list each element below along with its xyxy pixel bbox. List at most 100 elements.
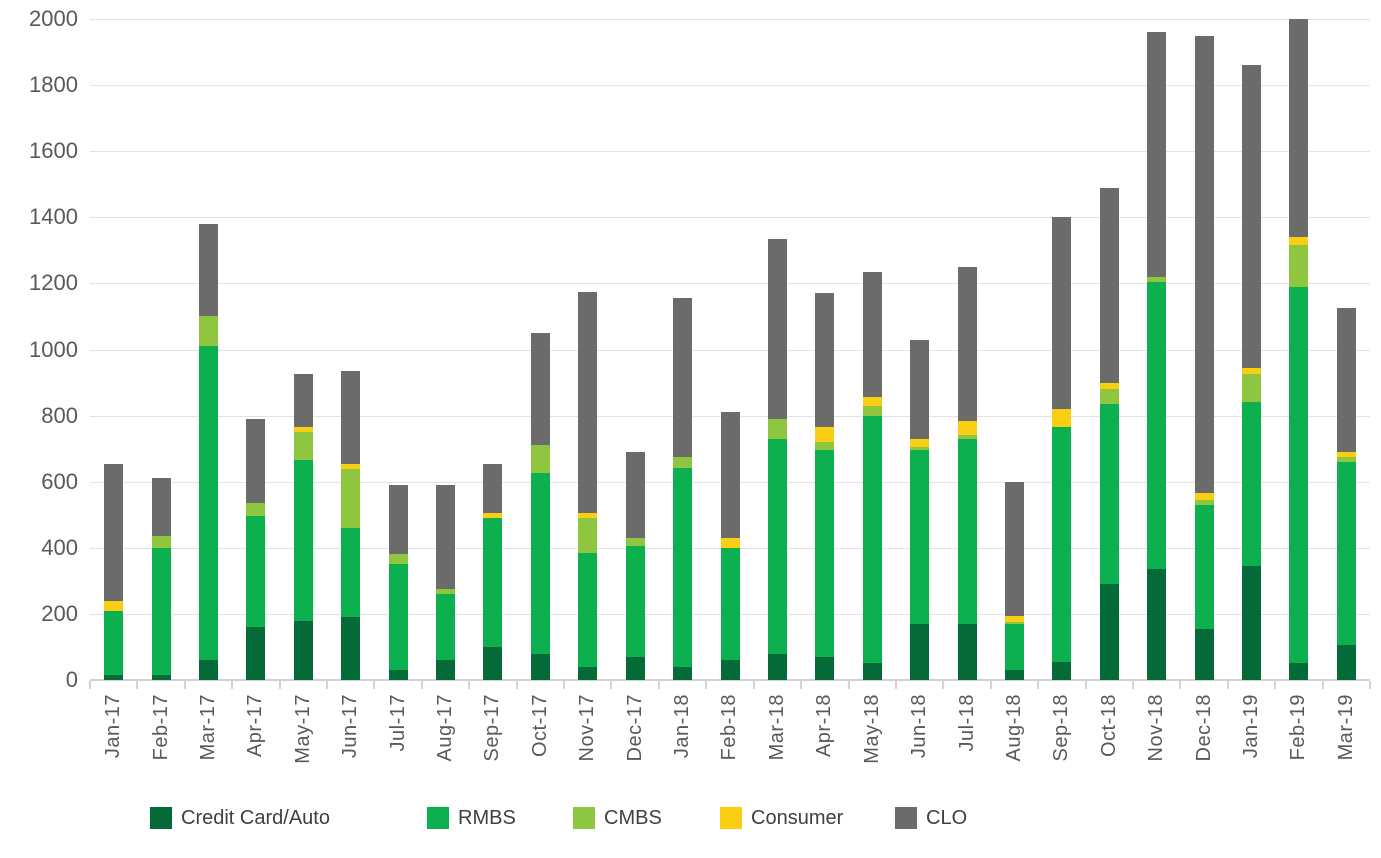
x-label-slot-Sep-17: Sep-17 xyxy=(469,694,516,799)
gridline-1000 xyxy=(90,349,1370,351)
x-tick-label-Feb-17: Feb-17 xyxy=(149,694,172,761)
segment-credit-card-auto-Dec-18 xyxy=(1194,628,1214,680)
x-label-slot-Jun-17: Jun-17 xyxy=(327,694,374,799)
segment-cmbs-Aug-17 xyxy=(436,589,456,595)
x-tick-label-Aug-17: Aug-17 xyxy=(434,694,457,762)
x-label-slot-Nov-17: Nov-17 xyxy=(564,694,611,799)
segment-credit-card-auto-Apr-17 xyxy=(246,627,266,680)
x-tick-label-Mar-17: Mar-17 xyxy=(197,694,220,761)
segment-cmbs-May-18 xyxy=(862,405,882,416)
segment-cmbs-Dec-17 xyxy=(625,537,645,547)
segment-clo-Feb-18 xyxy=(720,412,740,538)
segment-clo-Mar-19 xyxy=(1336,308,1356,452)
segment-rmbs-Feb-17 xyxy=(151,547,171,676)
x-label-slot-Oct-17: Oct-17 xyxy=(517,694,564,799)
x-tick-label-Jul-18: Jul-18 xyxy=(955,694,978,752)
segment-cmbs-Feb-17 xyxy=(151,536,171,548)
segment-credit-card-auto-Apr-18 xyxy=(815,656,835,680)
segment-cmbs-Oct-18 xyxy=(1099,389,1119,405)
x-tick xyxy=(136,681,139,689)
x-tick-label-Feb-18: Feb-18 xyxy=(718,694,741,761)
segment-consumer-Jul-18 xyxy=(957,420,977,436)
x-label-slot-Mar-19: Mar-19 xyxy=(1323,694,1370,799)
segment-clo-Dec-18 xyxy=(1194,35,1214,494)
gridline-1200 xyxy=(90,283,1370,285)
bar-Jan-18 xyxy=(673,298,693,680)
segment-consumer-Apr-18 xyxy=(815,427,835,443)
x-tick-label-Feb-19: Feb-19 xyxy=(1287,694,1310,761)
segment-cmbs-Jun-17 xyxy=(341,468,361,528)
y-tick-label-1400: 1400 xyxy=(29,204,78,230)
segment-clo-Mar-18 xyxy=(767,238,787,419)
x-tick-label-Jun-17: Jun-17 xyxy=(339,694,362,759)
segment-credit-card-auto-Oct-18 xyxy=(1099,584,1119,680)
segment-clo-Apr-17 xyxy=(246,418,266,504)
x-tick-label-Jan-17: Jan-17 xyxy=(102,694,125,759)
segment-rmbs-Aug-18 xyxy=(1004,623,1024,671)
y-tick-label-0: 0 xyxy=(65,667,78,692)
segment-rmbs-Oct-17 xyxy=(530,473,550,654)
bar-Mar-18 xyxy=(767,238,787,680)
x-label-slot-Jan-19: Jan-19 xyxy=(1228,694,1275,799)
bar-Jun-18 xyxy=(910,339,930,680)
x-label-slot-Sep-18: Sep-18 xyxy=(1038,694,1085,799)
x-tick-label-May-17: May-17 xyxy=(291,694,314,764)
segment-consumer-Mar-19 xyxy=(1336,451,1356,457)
x-tick-label-Mar-18: Mar-18 xyxy=(765,694,788,761)
x-label-slot-Mar-17: Mar-17 xyxy=(185,694,232,799)
x-label-slot-Aug-17: Aug-17 xyxy=(422,694,469,799)
segment-cmbs-Nov-18 xyxy=(1147,276,1167,282)
plot-area xyxy=(90,19,1370,680)
x-axis-line xyxy=(90,679,1370,681)
bar-Oct-18 xyxy=(1099,187,1119,680)
segment-credit-card-auto-Feb-17 xyxy=(151,675,171,680)
x-label-slot-Jan-17: Jan-17 xyxy=(90,694,137,799)
segment-clo-May-18 xyxy=(862,271,882,398)
segment-cmbs-Jan-18 xyxy=(673,456,693,469)
bar-Feb-18 xyxy=(720,412,740,680)
x-label-slot-Mar-18: Mar-18 xyxy=(754,694,801,799)
x-tick-label-Jun-18: Jun-18 xyxy=(908,694,931,759)
segment-rmbs-Mar-17 xyxy=(199,346,219,661)
segment-credit-card-auto-May-18 xyxy=(862,663,882,680)
segment-clo-Nov-18 xyxy=(1147,32,1167,277)
segment-credit-card-auto-Mar-17 xyxy=(199,660,219,680)
segment-rmbs-Aug-17 xyxy=(436,594,456,661)
legend-swatch-icon xyxy=(150,807,172,829)
bar-Sep-18 xyxy=(1052,217,1072,680)
legend-item-credit-card-auto: Credit Card/Auto xyxy=(150,805,330,831)
x-tick xyxy=(894,681,897,689)
legend-item-clo: CLO xyxy=(895,805,967,831)
bar-May-17 xyxy=(293,374,313,680)
segment-consumer-Jun-17 xyxy=(341,463,361,469)
segment-rmbs-Sep-18 xyxy=(1052,427,1072,662)
x-tick xyxy=(278,681,281,689)
segment-cmbs-Apr-18 xyxy=(815,442,835,451)
segment-credit-card-auto-Dec-17 xyxy=(625,656,645,680)
segment-cmbs-Aug-18 xyxy=(1004,622,1024,624)
x-label-slot-Jun-18: Jun-18 xyxy=(896,694,943,799)
x-tick-label-Nov-17: Nov-17 xyxy=(576,694,599,762)
segment-clo-Feb-19 xyxy=(1289,19,1309,238)
y-tick-label-1200: 1200 xyxy=(29,270,78,296)
legend: Credit Card/Auto RMBS CMBS Consumer CLO xyxy=(0,805,1381,835)
segment-consumer-Oct-18 xyxy=(1099,382,1119,390)
segment-rmbs-Apr-18 xyxy=(815,450,835,657)
bar-Nov-17 xyxy=(578,291,598,680)
segment-clo-Jul-17 xyxy=(388,485,408,555)
segment-credit-card-auto-Aug-17 xyxy=(436,660,456,680)
segment-rmbs-Jan-18 xyxy=(673,468,693,667)
segment-rmbs-May-18 xyxy=(862,415,882,664)
segment-credit-card-auto-Oct-17 xyxy=(530,653,550,680)
x-tick-label-Nov-18: Nov-18 xyxy=(1145,694,1168,762)
segment-rmbs-Jun-17 xyxy=(341,527,361,618)
x-tick-label-Mar-19: Mar-19 xyxy=(1334,694,1357,761)
legend-swatch-icon xyxy=(720,807,742,829)
x-tick-label-Apr-18: Apr-18 xyxy=(813,694,836,758)
segment-consumer-May-18 xyxy=(862,397,882,406)
bar-Dec-17 xyxy=(625,452,645,680)
y-tick-label-2000: 2000 xyxy=(29,6,78,31)
segment-rmbs-May-17 xyxy=(293,460,313,621)
x-tick xyxy=(515,681,518,689)
x-tick-label-Sep-17: Sep-17 xyxy=(481,694,504,762)
